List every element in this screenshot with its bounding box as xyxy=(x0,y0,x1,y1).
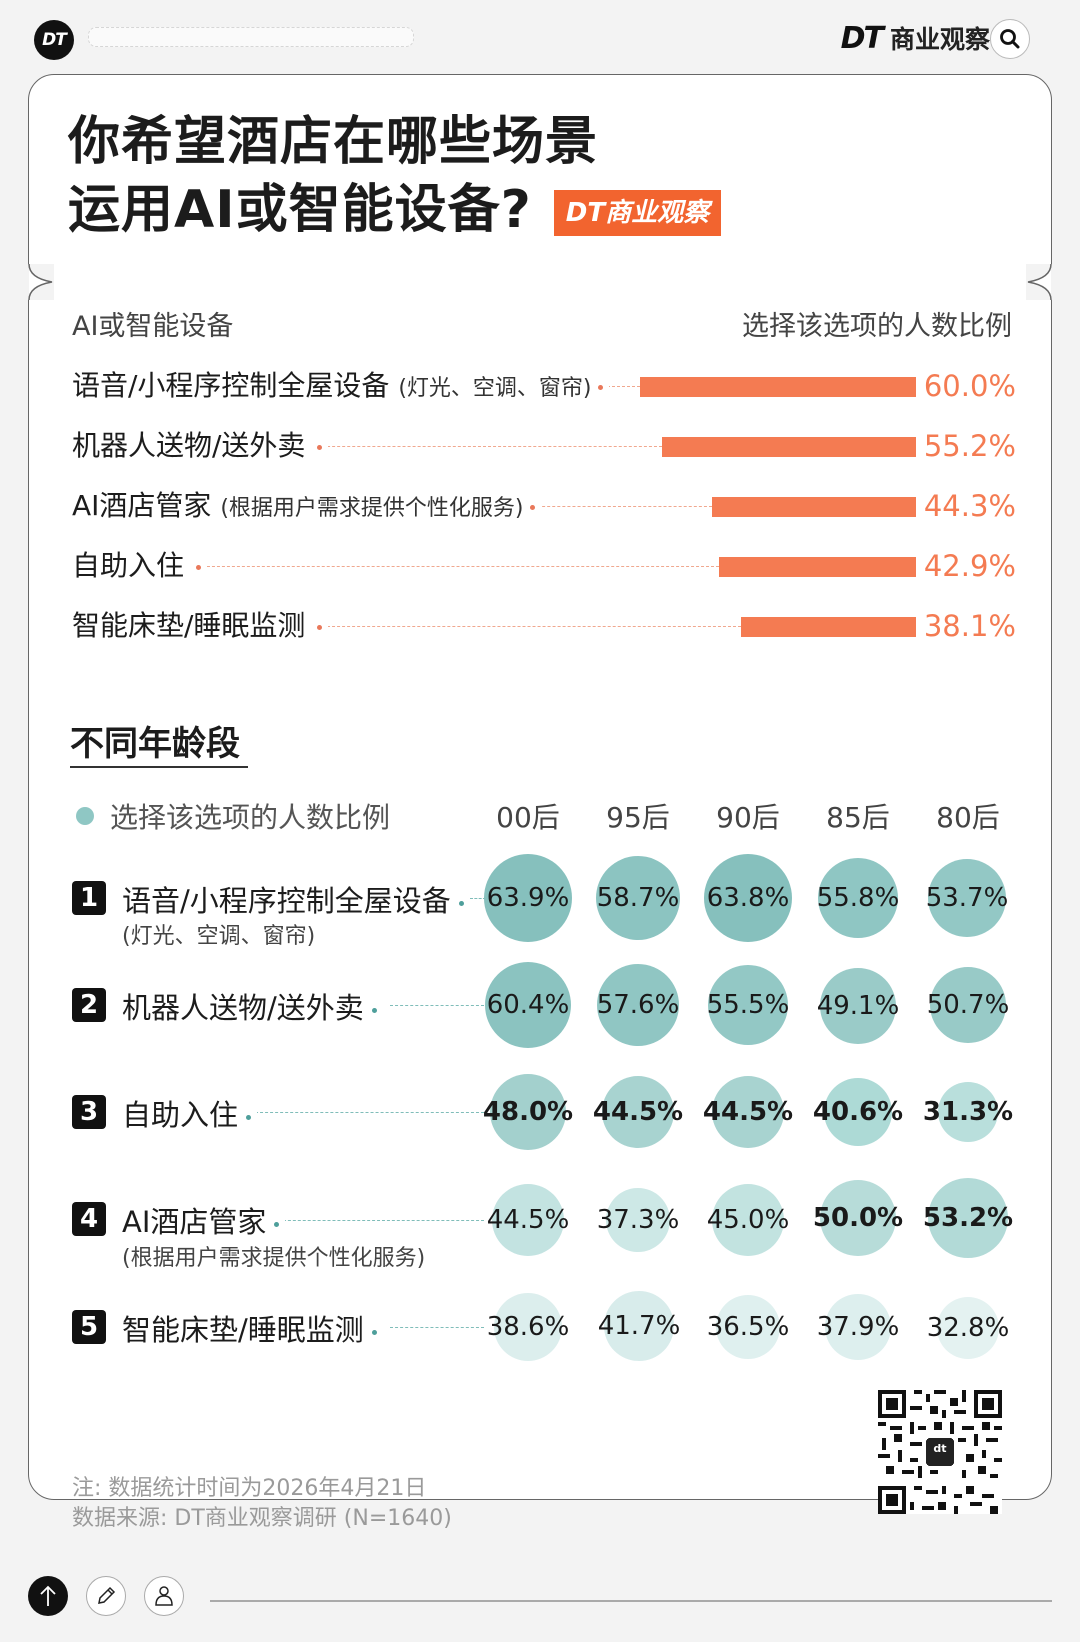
row-label: 语音/小程序控制全屋设备 xyxy=(122,878,470,920)
brand-header: DT 商业观察 xyxy=(841,20,990,56)
search-icon xyxy=(1000,29,1020,49)
qr-center-logo: dt xyxy=(933,1442,947,1455)
address-bar[interactable] xyxy=(88,27,414,47)
column-header: 95后 xyxy=(606,801,670,834)
bar-label: AI酒店管家 (根据用户需求提供个性化服务) xyxy=(72,486,541,529)
bubble: 58.7% xyxy=(596,856,680,940)
bar xyxy=(640,377,916,397)
bar-header-value: 选择该选项的人数比例 xyxy=(742,311,1012,342)
title-line-2: 运用AI或智能设备? xyxy=(68,180,532,240)
chart-title: 你希望酒店在哪些场景 运用AI或智能设备? DT商业观察 xyxy=(68,108,722,244)
bubble: 55.5% xyxy=(707,965,789,1045)
bar-value: 42.9% xyxy=(923,549,1016,583)
card-notch-right xyxy=(1026,264,1054,300)
search-button[interactable] xyxy=(990,19,1030,59)
user-icon xyxy=(155,1586,173,1606)
bubble: 48.0% xyxy=(483,1074,573,1150)
bar-header-category: AI或智能设备 xyxy=(72,311,234,342)
rank-badge: 3 xyxy=(72,1095,106,1129)
bar-value: 60.0% xyxy=(923,369,1016,403)
column-header: 00后 xyxy=(496,801,560,834)
legend-label: 选择该选项的人数比例 xyxy=(110,801,391,834)
title-badge: DT商业观察 xyxy=(553,190,722,236)
rank-badge: 4 xyxy=(72,1202,106,1236)
pencil-icon xyxy=(98,1586,116,1604)
bubble: 32.8% xyxy=(927,1297,1009,1359)
bubble: 45.0% xyxy=(707,1184,789,1256)
bar-value: 44.3% xyxy=(923,489,1016,523)
bubble: 60.4% xyxy=(485,962,571,1048)
bar-value: 38.1% xyxy=(923,609,1016,643)
toolbar-divider xyxy=(210,1600,1052,1602)
row-label: 机器人送物/送外卖 xyxy=(122,985,383,1027)
brand-name: 商业观察 xyxy=(889,25,990,54)
bar xyxy=(741,617,916,637)
row-label: 自助入住 xyxy=(122,1092,258,1134)
bubble: 44.5% xyxy=(487,1184,569,1256)
bubble: 53.7% xyxy=(926,859,1008,937)
infographic-card xyxy=(28,74,1052,1500)
profile-button[interactable] xyxy=(144,1576,184,1616)
bubble: 37.3% xyxy=(597,1188,679,1252)
bubble: 57.6% xyxy=(597,964,679,1046)
row-label: 智能床垫/睡眠监测 xyxy=(122,1307,383,1349)
rank-badge: 5 xyxy=(72,1310,106,1344)
bar-label: 自助入住 xyxy=(72,546,208,586)
rank-badge: 1 xyxy=(72,881,106,915)
card-notch-left xyxy=(26,264,54,300)
bubble: 63.8% xyxy=(704,854,792,942)
bar-row: 智能床垫/睡眠监测 38.1% xyxy=(72,606,1016,646)
scroll-top-button[interactable] xyxy=(28,1576,68,1616)
bubble: 38.6% xyxy=(487,1293,569,1361)
dt-logo[interactable]: DT xyxy=(34,20,74,60)
bar xyxy=(662,437,916,457)
bubble: 49.1% xyxy=(817,968,899,1044)
bar-row: 自助入住 42.9% xyxy=(72,546,1016,586)
bubble: 50.7% xyxy=(927,967,1009,1043)
bubble: 44.5% xyxy=(593,1076,683,1148)
edit-button[interactable] xyxy=(86,1576,126,1616)
qr-code: dt xyxy=(878,1390,1002,1514)
legend: 选择该选项的人数比例 xyxy=(76,796,390,836)
row-label: AI酒店管家 xyxy=(122,1199,286,1241)
bubble: 50.0% xyxy=(813,1180,903,1256)
title-line-1: 你希望酒店在哪些场景 xyxy=(68,112,599,172)
arrow-up-icon xyxy=(40,1585,56,1606)
section-underline xyxy=(70,766,248,768)
legend-dot-icon xyxy=(76,807,94,825)
bar-label: 机器人送物/送外卖 xyxy=(72,426,329,466)
bar-row: AI酒店管家 (根据用户需求提供个性化服务) 44.3% xyxy=(72,486,1016,529)
column-header: 85后 xyxy=(826,801,890,834)
bar-label: 语音/小程序控制全屋设备 (灯光、空调、窗帘) xyxy=(72,366,609,409)
bubble: 55.8% xyxy=(817,858,899,938)
top-bar: DT DT 商业观察 xyxy=(0,0,1080,74)
footnote-source: 数据来源: DT商业观察调研 (N=1640) xyxy=(72,1506,452,1531)
bar-label: 智能床垫/睡眠监测 xyxy=(72,606,329,646)
rank-badge: 2 xyxy=(72,988,106,1022)
bubble: 37.9% xyxy=(817,1294,899,1360)
bubble: 41.7% xyxy=(598,1291,680,1361)
bar-row: 语音/小程序控制全屋设备 (灯光、空调、窗帘) 60.0% xyxy=(72,366,1016,409)
bubble: 36.5% xyxy=(707,1295,789,1359)
bubble: 53.2% xyxy=(923,1178,1013,1258)
footnote-date: 注: 数据统计时间为2026年4月21日 xyxy=(72,1476,427,1501)
bar-value: 55.2% xyxy=(923,429,1016,463)
bubble: 40.6% xyxy=(813,1078,903,1146)
column-header: 90后 xyxy=(716,801,780,834)
bubble: 31.3% xyxy=(923,1082,1013,1142)
brand-mark: DT xyxy=(840,20,884,56)
row-sublabel: (根据用户需求提供个性化服务) xyxy=(122,1246,426,1271)
bar xyxy=(712,497,916,517)
section-title: 不同年龄段 xyxy=(70,724,240,764)
bubble: 44.5% xyxy=(703,1076,793,1148)
bubble: 63.9% xyxy=(484,854,572,942)
row-sublabel: (灯光、空调、窗帘) xyxy=(122,924,316,949)
column-header: 80后 xyxy=(936,801,1000,834)
bar-row: 机器人送物/送外卖 55.2% xyxy=(72,426,1016,466)
bar xyxy=(719,557,916,577)
